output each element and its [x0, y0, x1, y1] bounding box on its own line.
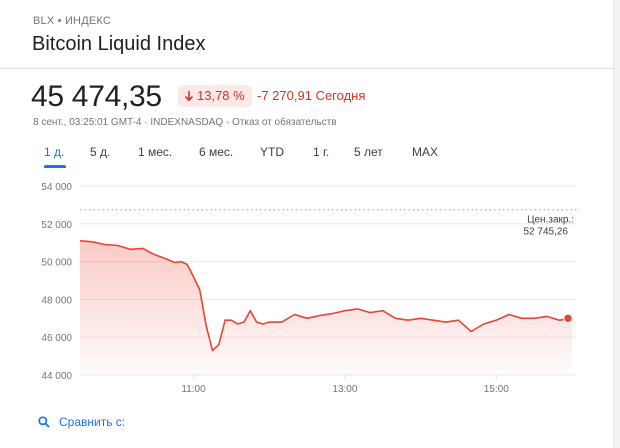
price-area-fill	[80, 240, 572, 375]
ticker-symbol: BLX • ИНДЕКС	[33, 15, 112, 27]
change-row: -7 270,91 Сегодня	[257, 88, 365, 103]
change-period: Сегодня	[315, 88, 366, 103]
change-value: -7 270,91	[257, 88, 312, 103]
arrow-down-icon	[184, 91, 194, 102]
x-tick-label: 13:00	[332, 384, 357, 395]
x-tick-label: 15:00	[484, 384, 509, 395]
tab-1d[interactable]: 1 д.	[44, 145, 65, 159]
index-name: Bitcoin Liquid Index	[32, 33, 206, 55]
tab-1m[interactable]: 1 мес.	[138, 145, 173, 159]
y-tick-label: 50 000	[41, 258, 72, 269]
quote-meta: 8 сент., 03:25:01 GMT-4 · INDEXNASDAQ · …	[33, 117, 337, 128]
tab-6m[interactable]: 6 мес.	[199, 145, 234, 159]
tab-5y[interactable]: 5 лет	[354, 145, 383, 159]
price-chart[interactable]: 44 000 46 000 48 000 50 000 52 000 54 000 11:0…	[0, 172, 614, 404]
y-tick-label: 52 000	[41, 220, 72, 231]
header-divider	[0, 68, 614, 69]
tab-1y[interactable]: 1 г.	[313, 145, 330, 159]
tab-5d[interactable]: 5 д.	[90, 145, 111, 159]
last-price-point	[563, 313, 573, 324]
previous-close-value: 52 745,26	[524, 227, 569, 238]
compare-button[interactable]: Сравнить с:	[38, 415, 125, 429]
y-tick-label: 46 000	[41, 333, 72, 344]
previous-close-label: Цен.закр.:	[527, 215, 574, 226]
change-percent: 13,78 %	[197, 88, 245, 103]
search-icon	[38, 416, 50, 428]
price-line	[79, 240, 573, 352]
change-percent-badge: 13,78 %	[178, 85, 252, 107]
page-scroll-edge	[613, 0, 620, 448]
y-tick-label: 54 000	[41, 182, 72, 193]
y-tick-label: 48 000	[41, 295, 72, 306]
tab-max[interactable]: MAX	[412, 145, 439, 159]
y-tick-label: 44 000	[41, 371, 72, 382]
tab-ytd[interactable]: YTD	[260, 145, 284, 159]
x-tick-label: 11:00	[181, 384, 206, 395]
compare-label: Сравнить с:	[59, 415, 126, 429]
active-tab-indicator	[44, 165, 66, 168]
current-price: 45 474,35	[31, 80, 162, 113]
